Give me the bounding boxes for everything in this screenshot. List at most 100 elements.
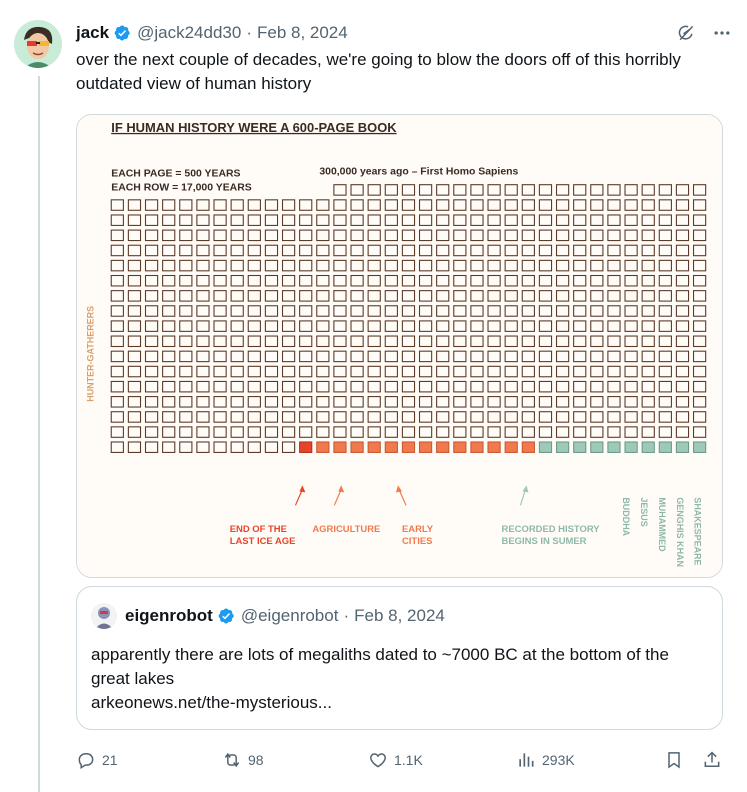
page-box xyxy=(521,274,535,287)
page-box xyxy=(418,426,433,438)
media-image[interactable]: IF HUMAN HISTORY WERE A 600-PAGE BOOK EA… xyxy=(76,114,723,578)
page-box xyxy=(692,214,707,226)
bookmark-button[interactable] xyxy=(664,750,684,770)
author-name[interactable]: jack xyxy=(76,23,110,42)
page-box xyxy=(555,426,570,438)
page-box xyxy=(521,320,535,332)
page-box xyxy=(127,290,142,302)
quoted-tweet[interactable]: eigenrobot @eigenrobot · Feb 8, 2024 app… xyxy=(76,586,723,730)
page-box xyxy=(230,259,244,272)
quoted-handle[interactable]: @eigenrobot xyxy=(240,606,339,625)
page-box xyxy=(555,441,570,453)
page-box xyxy=(590,350,604,363)
page-box xyxy=(504,184,518,196)
share-button[interactable] xyxy=(702,750,722,770)
page-box xyxy=(436,335,450,348)
page-box xyxy=(538,380,553,393)
page-box xyxy=(144,350,159,363)
page-box xyxy=(230,229,244,242)
page-box xyxy=(213,259,227,272)
page-box xyxy=(401,396,416,408)
page-box xyxy=(573,335,587,348)
page-box xyxy=(607,229,621,242)
reply-button[interactable]: 21 xyxy=(76,750,118,770)
page-box xyxy=(418,199,433,211)
page-box xyxy=(573,214,587,226)
page-box xyxy=(384,199,398,211)
page-box xyxy=(333,441,347,453)
page-box xyxy=(299,244,313,257)
page-box xyxy=(521,184,535,196)
grok-icon[interactable] xyxy=(675,22,697,44)
page-box xyxy=(641,335,655,348)
page-box xyxy=(555,184,570,196)
hunter-gatherers-label: HUNTER-GATHERERS xyxy=(85,306,95,402)
page-box xyxy=(521,305,535,317)
page-box xyxy=(487,350,501,363)
page-box xyxy=(692,320,707,332)
page-box xyxy=(538,290,553,302)
page-box xyxy=(675,199,690,211)
page-box xyxy=(538,426,553,438)
page-box xyxy=(658,365,672,378)
page-box xyxy=(624,320,638,332)
quoted-link[interactable]: arkeonews.net/the-mysterious... xyxy=(91,693,332,712)
quoted-author-name[interactable]: eigenrobot xyxy=(125,606,213,625)
page-box xyxy=(333,229,347,242)
page-box xyxy=(110,320,124,332)
page-box xyxy=(675,305,690,317)
page-box xyxy=(436,305,450,317)
page-box xyxy=(658,290,672,302)
page-box xyxy=(384,259,398,272)
page-box xyxy=(401,244,416,257)
page-box xyxy=(675,380,690,393)
page-box xyxy=(401,229,416,242)
page-box xyxy=(624,411,638,423)
page-box xyxy=(316,411,330,423)
page-box xyxy=(127,214,142,226)
page-box xyxy=(538,320,553,332)
page-box xyxy=(573,259,587,272)
page-box xyxy=(453,229,467,242)
page-box xyxy=(436,290,450,302)
page-box xyxy=(504,214,518,226)
repost-button[interactable]: 98 xyxy=(222,750,264,770)
page-box xyxy=(196,320,210,332)
tweet-date[interactable]: Feb 8, 2024 xyxy=(256,23,348,42)
page-box xyxy=(401,441,416,453)
page-box xyxy=(607,274,621,287)
page-box xyxy=(401,335,416,348)
page-box xyxy=(573,426,587,438)
page-box xyxy=(470,199,484,211)
page-box xyxy=(333,244,347,257)
page-box xyxy=(264,441,279,453)
page-box xyxy=(384,244,398,257)
page-box xyxy=(418,335,433,348)
page-box xyxy=(436,411,450,423)
shakespeare-label: SHAKESPEARE xyxy=(693,497,703,565)
page-box xyxy=(110,214,124,226)
page-box xyxy=(367,214,381,226)
page-box xyxy=(110,426,124,438)
page-box xyxy=(641,350,655,363)
views-button[interactable]: 293K xyxy=(516,750,575,770)
page-box xyxy=(162,365,176,378)
author-handle[interactable]: @jack24dd30 xyxy=(137,23,242,42)
page-box xyxy=(401,350,416,363)
page-box xyxy=(401,320,416,332)
page-box xyxy=(247,229,261,242)
page-box xyxy=(658,335,672,348)
page-box xyxy=(436,214,450,226)
page-box xyxy=(230,199,244,211)
page-box xyxy=(538,259,553,272)
like-button[interactable]: 1.1K xyxy=(368,750,423,770)
page-box xyxy=(384,380,398,393)
page-box xyxy=(299,380,313,393)
quoted-date[interactable]: Feb 8, 2024 xyxy=(354,606,445,625)
page-box xyxy=(470,290,484,302)
avatar[interactable] xyxy=(14,20,62,68)
page-box xyxy=(367,229,381,242)
page-box xyxy=(538,396,553,408)
more-options-icon[interactable] xyxy=(711,22,733,44)
page-box xyxy=(436,229,450,242)
